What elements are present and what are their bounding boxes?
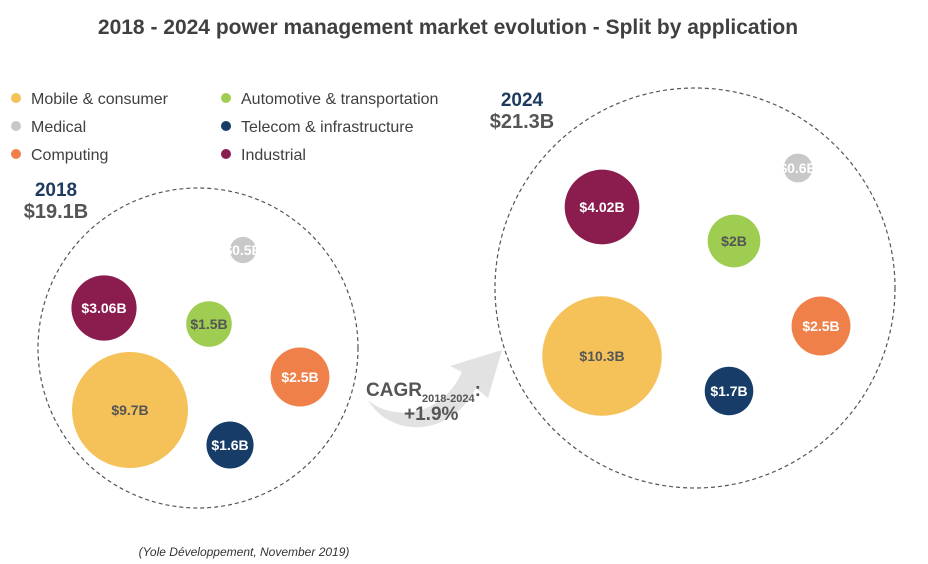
bubble-2024-computing: $2.5B <box>791 296 851 356</box>
bubble-value-label: $2.5B <box>802 318 839 334</box>
bubble-circle <box>229 236 257 264</box>
legend-item-medical: Medical <box>11 119 86 136</box>
bubble-circle <box>783 153 813 183</box>
legend-label: Computing <box>31 147 108 164</box>
legend-marker <box>11 93 21 103</box>
legend-marker <box>221 149 231 159</box>
bubble-circle <box>72 352 188 468</box>
bubble-2018-medical: $0.5B <box>224 236 262 264</box>
legend-item-telecom-and-infrastructure: Telecom & infrastructure <box>221 119 414 136</box>
legend-item-automotive-and-transportation: Automotive & transportation <box>221 91 438 108</box>
bubble-circle <box>707 214 761 268</box>
bubble-2018-industrial: $3.06B <box>71 275 137 341</box>
bubble-2024-industrial: $4.02B <box>564 169 640 245</box>
group-year: 2024 <box>501 90 544 111</box>
bubble-circle <box>206 421 254 469</box>
bubble-value-label: $10.3B <box>579 348 624 364</box>
bubble-group-2024: 2024$21.3B $10.3B $4.02B $2B $2.5B $1.7B $0.6B <box>490 87 896 489</box>
legend-item-industrial: Industrial <box>221 147 306 164</box>
group-outline <box>37 187 359 509</box>
bubble-2018-automotive-and-transportation: $1.5B <box>186 301 232 347</box>
bubble-2018-computing: $2.5B <box>270 347 330 407</box>
legend-label: Industrial <box>241 147 306 164</box>
group-year: 2018 <box>35 180 77 201</box>
bubble-value-label: $4.02B <box>579 199 624 215</box>
bubble-circle <box>704 366 754 416</box>
bubble-group-2018: 2018$19.1B $9.7B $3.06B $2.5B $1.6B $1.5B $0.5… <box>24 180 359 509</box>
legend: Mobile & consumer Medical Computing Automot… <box>11 91 438 164</box>
bubble-value-label: $0.6B <box>779 160 816 176</box>
bubble-value-label: $0.5B <box>224 242 261 258</box>
growth-arrow-icon <box>368 350 502 428</box>
bubble-circle <box>542 296 662 416</box>
legend-label: Medical <box>31 119 86 136</box>
cagr-arrow: CAGR2018-2024: +1.9% <box>366 350 502 428</box>
chart-title: 2018 - 2024 power management market evol… <box>98 16 798 39</box>
legend-item-mobile-and-consumer: Mobile & consumer <box>11 91 169 108</box>
cagr-label: CAGR2018-2024: <box>366 380 481 405</box>
bubble-value-label: $3.06B <box>81 300 126 316</box>
legend-item-computing: Computing <box>11 147 108 164</box>
bubble-value-label: $2B <box>721 233 747 249</box>
bubble-2024-mobile-and-consumer: $10.3B <box>542 296 662 416</box>
bubble-2024-automotive-and-transportation: $2B <box>707 214 761 268</box>
cagr-value: +1.9% <box>404 404 459 425</box>
bubble-circle <box>791 296 851 356</box>
bubble-value-label: $1.7B <box>710 383 747 399</box>
legend-marker <box>221 93 231 103</box>
bubble-circle <box>71 275 137 341</box>
bubble-2018-mobile-and-consumer: $9.7B <box>72 352 188 468</box>
legend-label: Mobile & consumer <box>31 91 169 108</box>
bubble-2018-telecom-and-infrastructure: $1.6B <box>206 421 254 469</box>
legend-label: Telecom & infrastructure <box>241 119 414 136</box>
group-total: $19.1B <box>24 201 89 223</box>
bubble-value-label: $9.7B <box>111 402 148 418</box>
bubble-2024-telecom-and-infrastructure: $1.7B <box>704 366 754 416</box>
bubble-value-label: $1.6B <box>211 437 248 453</box>
legend-marker <box>11 149 21 159</box>
legend-label: Automotive & transportation <box>241 91 438 108</box>
bubble-2024-medical: $0.6B <box>779 153 817 183</box>
source-note: (Yole Développement, November 2019) <box>139 545 350 559</box>
bubble-circle <box>564 169 640 245</box>
bubble-value-label: $2.5B <box>281 369 318 385</box>
bubble-value-label: $1.5B <box>190 316 227 332</box>
legend-marker <box>11 121 21 131</box>
bubble-circle <box>186 301 232 347</box>
group-outline <box>494 87 896 489</box>
legend-marker <box>221 121 231 131</box>
bubble-circle <box>270 347 330 407</box>
group-total: $21.3B <box>490 111 555 133</box>
